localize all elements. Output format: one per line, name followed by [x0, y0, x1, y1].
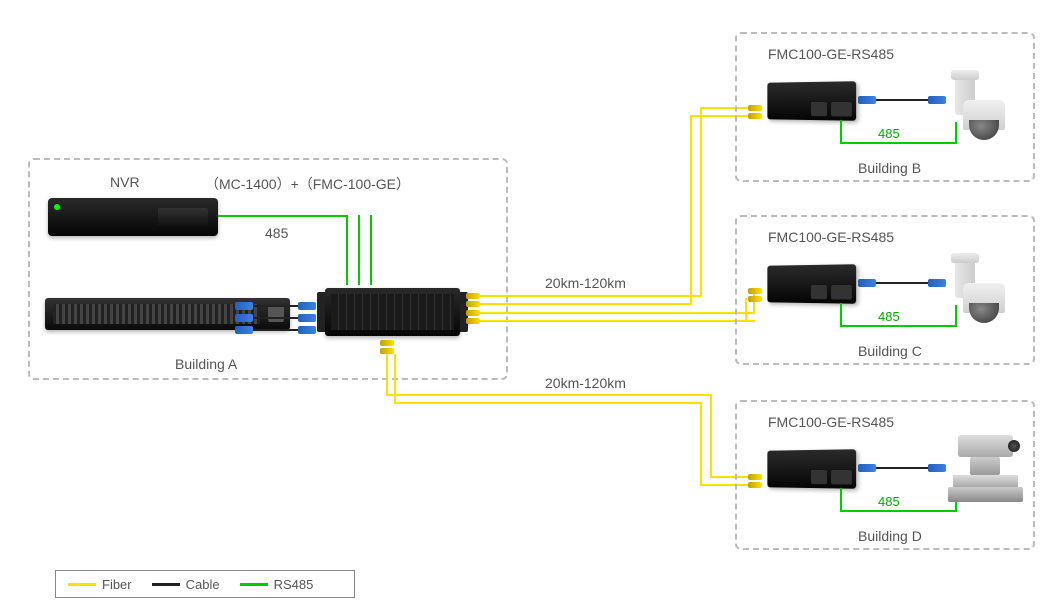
rs485-line — [370, 215, 372, 285]
legend-fiber: Fiber — [68, 577, 132, 592]
rs485-line — [358, 215, 360, 285]
cable-line — [876, 467, 928, 469]
building-a-label: Building A — [175, 356, 237, 372]
fiber-line — [690, 115, 692, 305]
fiber-connector — [466, 318, 480, 324]
rs485-line — [840, 120, 842, 142]
dome-camera-b — [955, 70, 1015, 140]
distance-bottom-label: 20km-120km — [545, 375, 626, 391]
fiber-line — [480, 295, 700, 297]
building-b-device-label: FMC100-GE-RS485 — [768, 46, 894, 62]
fiber-connector — [466, 293, 480, 299]
fiber-connector — [466, 310, 480, 316]
cable-connector — [858, 464, 876, 472]
cable-line — [253, 317, 298, 319]
cable-connector — [858, 279, 876, 287]
cable-connector — [928, 279, 946, 287]
cable-line — [876, 282, 928, 284]
fiber-line — [700, 402, 702, 484]
fiber-line — [394, 402, 700, 404]
legend-cable-line — [152, 583, 180, 586]
rs485-line — [840, 303, 842, 325]
fiber-line — [386, 354, 388, 394]
cable-line — [876, 99, 928, 101]
cable-connector — [298, 302, 316, 310]
media-converter-c — [767, 264, 856, 304]
building-d-device-label: FMC100-GE-RS485 — [768, 414, 894, 430]
chassis-label: （MC-1400）+（FMC-100-GE） — [205, 174, 410, 194]
rs485-label-d: 485 — [878, 494, 900, 509]
dome-camera-c — [955, 253, 1015, 323]
fiber-line — [700, 107, 702, 297]
legend-cable: Cable — [152, 577, 220, 592]
nvr-device — [48, 198, 218, 236]
legend-rs485-label: RS485 — [274, 577, 314, 592]
cable-connector — [858, 96, 876, 104]
fiber-line — [710, 394, 712, 476]
rs485-line — [840, 142, 955, 144]
cable-connector — [235, 314, 253, 322]
building-c-label: Building C — [858, 343, 922, 359]
switch-device — [45, 298, 290, 330]
cable-connector — [298, 314, 316, 322]
fiber-connector — [466, 301, 480, 307]
cable-connector — [235, 326, 253, 334]
building-b-label: Building B — [858, 160, 921, 176]
cable-line — [253, 329, 298, 331]
rs485-label-b: 485 — [878, 126, 900, 141]
cable-line — [253, 305, 298, 307]
fiber-line — [386, 394, 710, 396]
ptz-camera-d — [948, 435, 1028, 520]
nvr-label: NVR — [110, 174, 140, 190]
chassis-device — [325, 288, 460, 336]
rs485-label-a: 485 — [265, 225, 288, 241]
legend-fiber-label: Fiber — [102, 577, 132, 592]
media-converter-b — [767, 81, 856, 121]
legend-rs485: RS485 — [240, 577, 314, 592]
building-d-label: Building D — [858, 528, 922, 544]
rs485-line — [840, 325, 955, 327]
legend-rs485-line — [240, 583, 268, 586]
rs485-label-c: 485 — [878, 309, 900, 324]
distance-top-label: 20km-120km — [545, 275, 626, 291]
cable-connector — [928, 464, 946, 472]
legend-fiber-line — [68, 583, 96, 586]
cable-connector — [298, 326, 316, 334]
rs485-line — [346, 215, 348, 285]
fiber-line — [480, 303, 690, 305]
fiber-line — [480, 320, 755, 322]
rs485-line — [840, 488, 842, 510]
rs485-line — [218, 215, 348, 217]
fiber-connector — [380, 340, 394, 346]
cable-connector — [928, 96, 946, 104]
legend-cable-label: Cable — [186, 577, 220, 592]
rs485-line — [840, 510, 955, 512]
building-c-device-label: FMC100-GE-RS485 — [768, 229, 894, 245]
fiber-line — [480, 312, 755, 314]
legend: Fiber Cable RS485 — [55, 570, 355, 598]
media-converter-d — [767, 449, 856, 489]
cable-connector — [235, 302, 253, 310]
